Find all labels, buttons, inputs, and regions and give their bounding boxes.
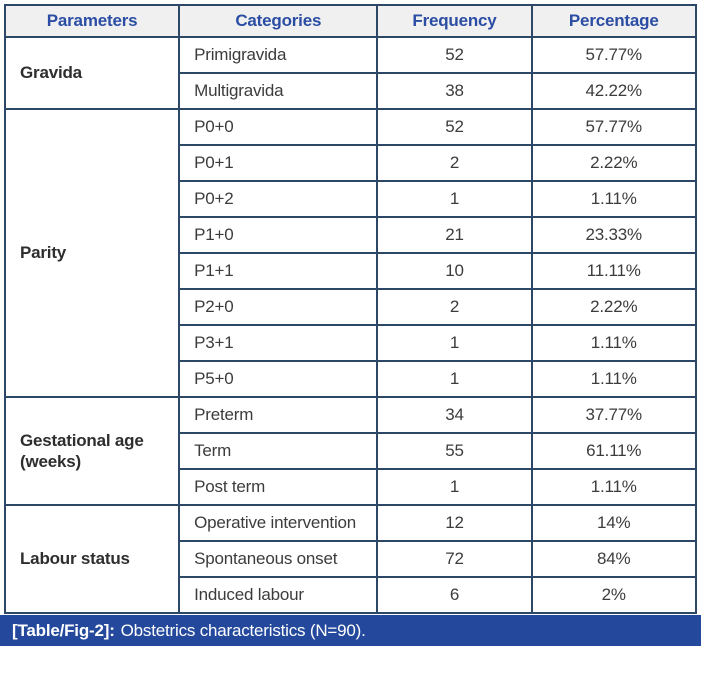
parameter-cell: Gestational age (weeks) xyxy=(3,396,181,506)
percentage-cell: 1.11% xyxy=(530,468,698,506)
category-cell: P0+2 xyxy=(178,180,379,218)
table-row: P5+0 1 1.11% xyxy=(5,360,698,398)
parameter-cell: Labour status xyxy=(3,504,181,614)
frequency-cell: 2 xyxy=(376,288,533,326)
percentage-cell: 61.11% xyxy=(530,432,698,470)
header-frequency: Frequency xyxy=(376,4,533,38)
table-row: Gestational age (weeks) Preterm 34 37.77% xyxy=(3,396,698,506)
percentage-cell: 2.22% xyxy=(530,144,698,182)
table-figure: Parameters Categories Frequency Percenta… xyxy=(3,4,698,614)
category-cell: P2+0 xyxy=(178,288,379,326)
category-cell: P0+0 xyxy=(178,108,379,146)
table-header-row: Parameters Categories Frequency Percenta… xyxy=(3,4,698,38)
frequency-cell: 12 xyxy=(376,504,533,542)
table-row: Gravida Primigravida 52 57.77% xyxy=(3,36,698,110)
frequency-cell: 2 xyxy=(376,144,533,182)
table-row: Post term 1 1.11% xyxy=(5,468,698,506)
frequency-cell: 55 xyxy=(376,432,533,470)
frequency-cell: 52 xyxy=(376,108,533,146)
table-row: P3+1 1 1.11% xyxy=(5,324,698,362)
caption-bar: [Table/Fig-2]: Obstetrics characteristic… xyxy=(0,615,701,646)
category-cell: P5+0 xyxy=(178,360,379,398)
category-cell: P1+0 xyxy=(178,216,379,254)
obstetrics-table: Parameters Categories Frequency Percenta… xyxy=(3,4,698,614)
percentage-cell: 57.77% xyxy=(530,108,698,146)
table-row: Parity P0+0 52 57.77% xyxy=(3,108,698,398)
table-body: Gravida Primigravida 52 57.77% Multigravida 3… xyxy=(3,36,698,614)
percentage-cell: 1.11% xyxy=(530,180,698,218)
header-categories: Categories xyxy=(178,4,379,38)
frequency-cell: 38 xyxy=(376,72,533,110)
percentage-cell: 14% xyxy=(530,504,698,542)
table-row: Term 55 61.11% xyxy=(5,432,698,470)
table-row: Spontaneous onset 72 84% xyxy=(5,540,698,578)
category-cell: Spontaneous onset xyxy=(178,540,379,578)
table-row: P1+0 21 23.33% xyxy=(5,216,698,254)
frequency-cell: 52 xyxy=(376,36,533,74)
category-cell: Term xyxy=(178,432,379,470)
category-cell: Primigravida xyxy=(178,36,379,74)
frequency-cell: 1 xyxy=(376,360,533,398)
category-cell: Multigravida xyxy=(178,72,379,110)
frequency-cell: 72 xyxy=(376,540,533,578)
parameter-cell: Gravida xyxy=(3,36,181,110)
table-row: P0+1 2 2.22% xyxy=(5,144,698,182)
frequency-cell: 1 xyxy=(376,324,533,362)
parameter-cell: Parity xyxy=(3,108,181,398)
category-cell: P0+1 xyxy=(178,144,379,182)
percentage-cell: 2% xyxy=(530,576,698,614)
header-percentage: Percentage xyxy=(530,4,698,38)
table-row: Multigravida 38 42.22% xyxy=(5,72,698,110)
percentage-cell: 2.22% xyxy=(530,288,698,326)
percentage-cell: 37.77% xyxy=(530,396,698,434)
table-row: P1+1 10 11.11% xyxy=(5,252,698,290)
percentage-cell: 57.77% xyxy=(530,36,698,74)
category-cell: Induced labour xyxy=(178,576,379,614)
frequency-cell: 10 xyxy=(376,252,533,290)
table-row: P0+2 1 1.11% xyxy=(5,180,698,218)
header-parameters: Parameters xyxy=(3,4,181,38)
frequency-cell: 34 xyxy=(376,396,533,434)
category-cell: P3+1 xyxy=(178,324,379,362)
table-row: Induced labour 6 2% xyxy=(5,576,698,614)
percentage-cell: 84% xyxy=(530,540,698,578)
percentage-cell: 42.22% xyxy=(530,72,698,110)
frequency-cell: 1 xyxy=(376,468,533,506)
percentage-cell: 1.11% xyxy=(530,360,698,398)
percentage-cell: 23.33% xyxy=(530,216,698,254)
caption-label: [Table/Fig-2]: xyxy=(12,620,115,640)
category-cell: Preterm xyxy=(178,396,379,434)
frequency-cell: 21 xyxy=(376,216,533,254)
caption-text: Obstetrics characteristics (N=90). xyxy=(120,620,366,640)
category-cell: P1+1 xyxy=(178,252,379,290)
percentage-cell: 1.11% xyxy=(530,324,698,362)
frequency-cell: 6 xyxy=(376,576,533,614)
table-row: Labour status Operative intervention 12 14% xyxy=(3,504,698,614)
frequency-cell: 1 xyxy=(376,180,533,218)
category-cell: Operative intervention xyxy=(178,504,379,542)
percentage-cell: 11.11% xyxy=(530,252,698,290)
category-cell: Post term xyxy=(178,468,379,506)
table-row: P2+0 2 2.22% xyxy=(5,288,698,326)
